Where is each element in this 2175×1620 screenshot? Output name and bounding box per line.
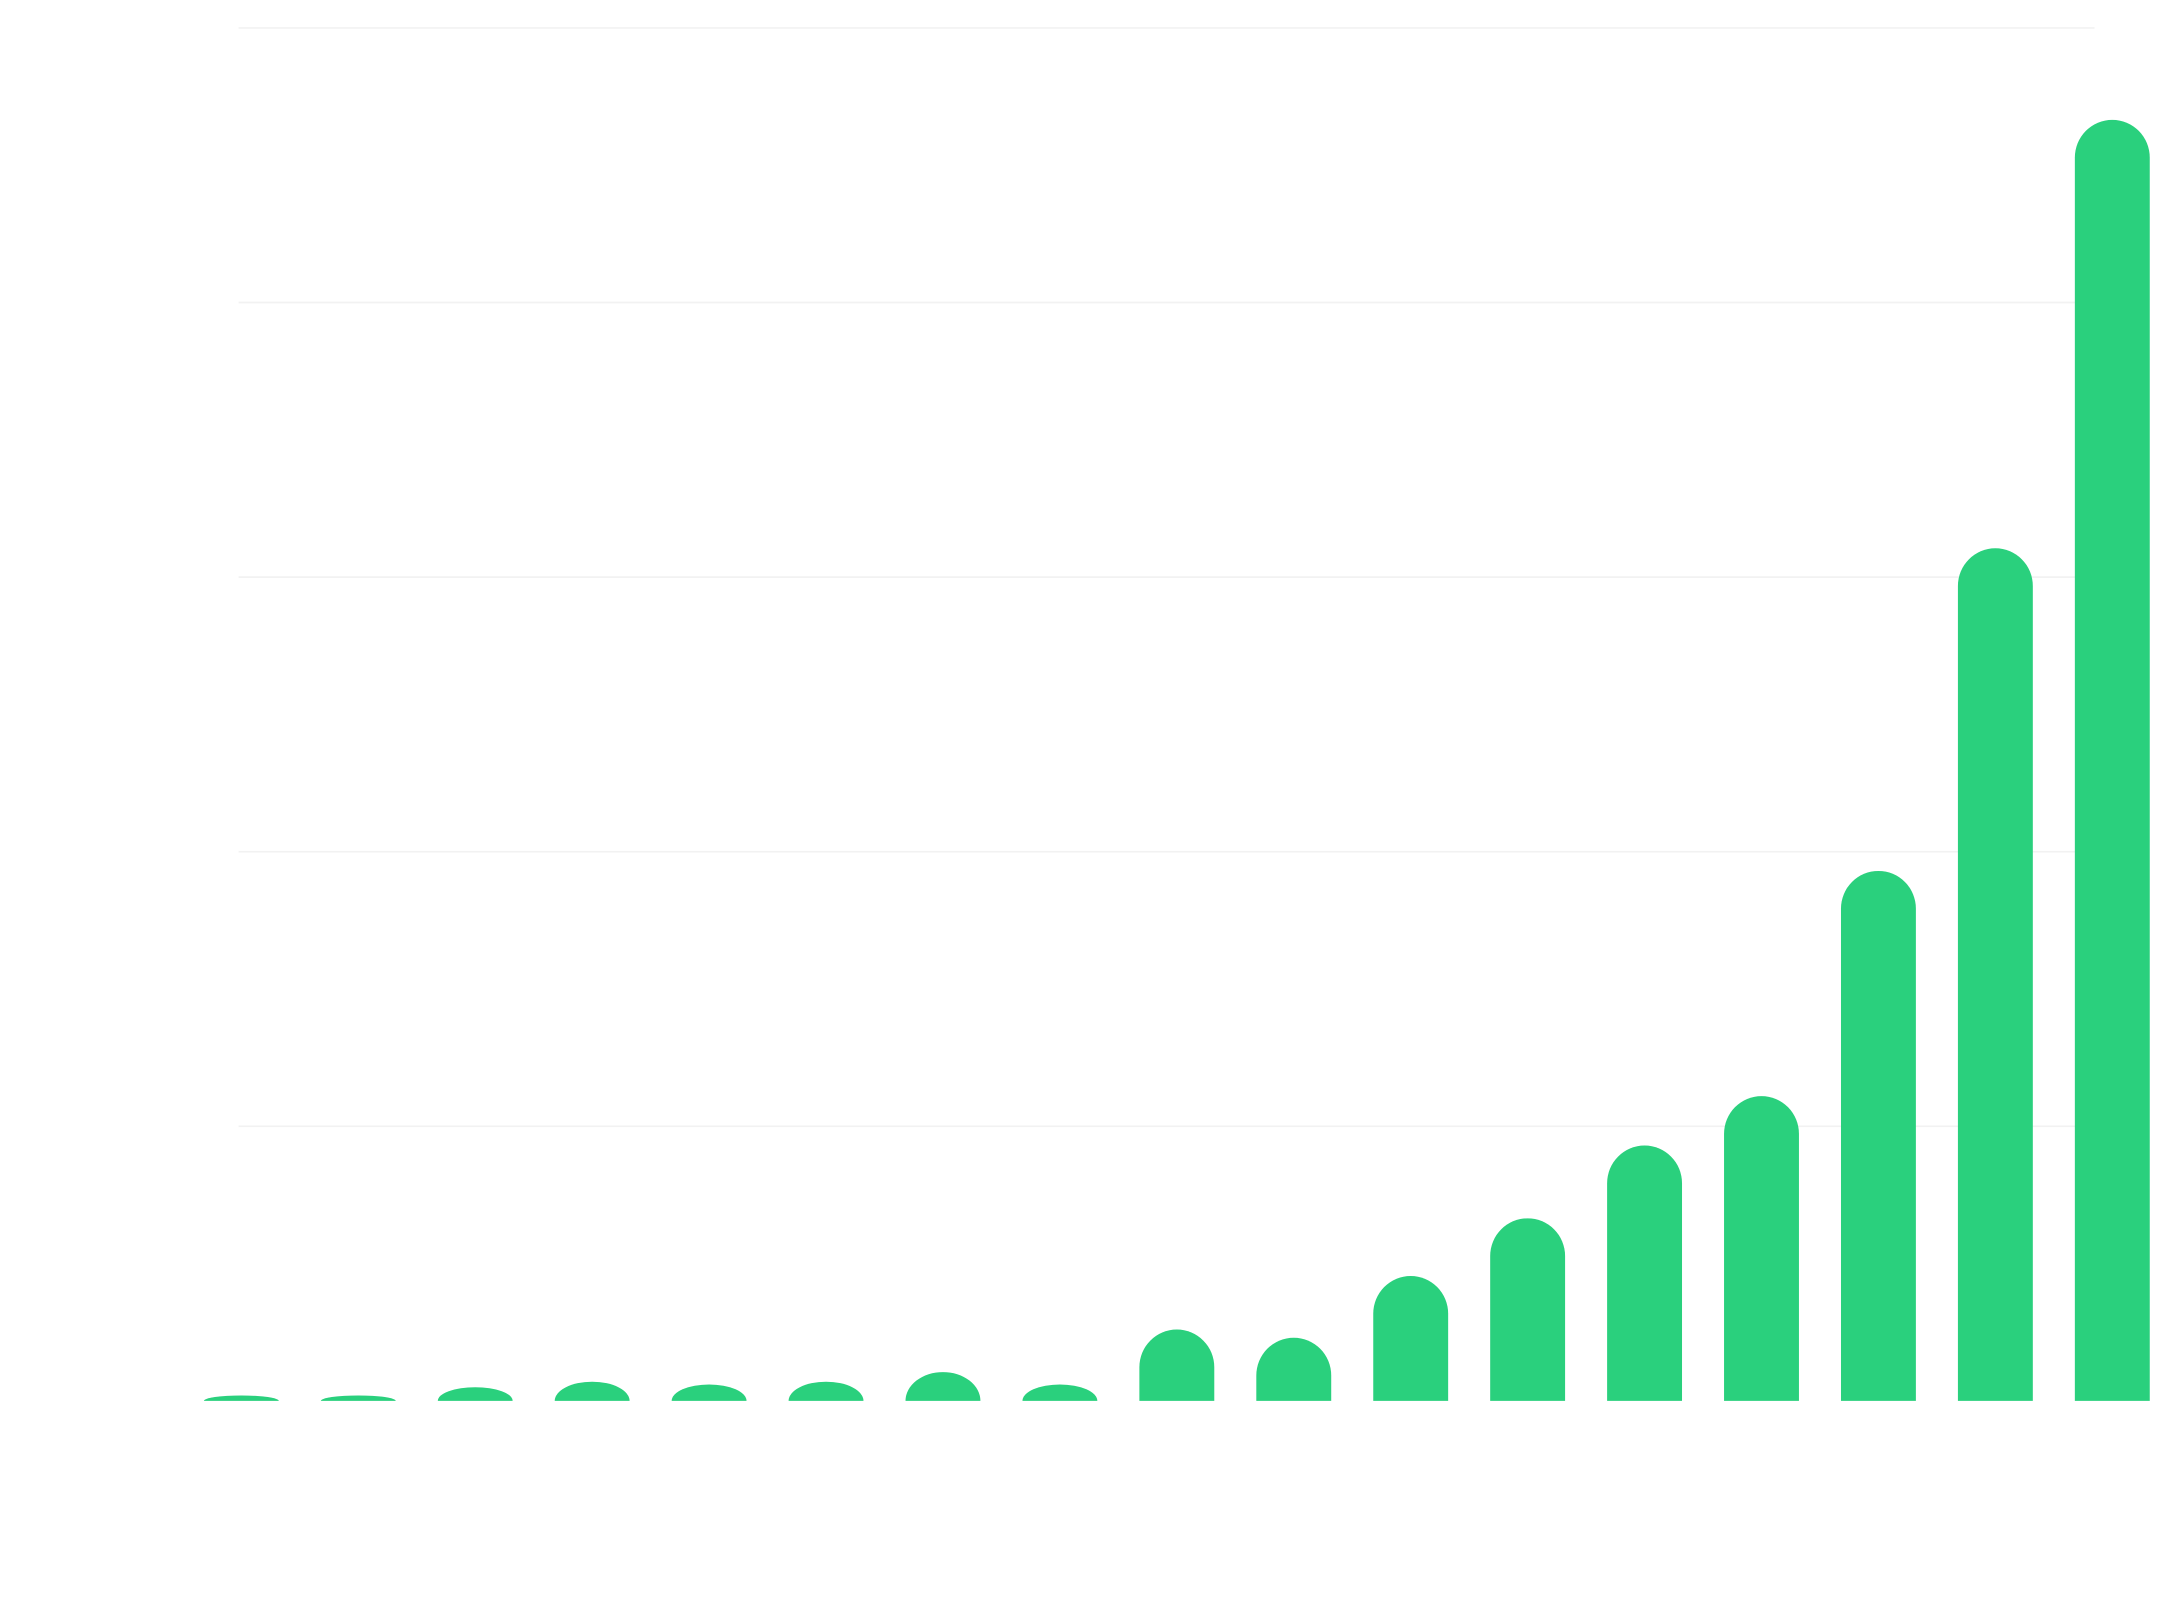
bar bbox=[1256, 1337, 1332, 1401]
bar bbox=[1607, 1145, 1683, 1401]
bar bbox=[320, 1395, 396, 1401]
bar bbox=[1490, 1218, 1566, 1401]
bar bbox=[1139, 1329, 1215, 1401]
bar bbox=[437, 1387, 513, 1401]
bar bbox=[1022, 1384, 1098, 1401]
bar bbox=[2074, 119, 2150, 1401]
bar bbox=[788, 1381, 864, 1401]
bar bbox=[554, 1381, 630, 1401]
bar bbox=[1840, 870, 1916, 1401]
bar bbox=[671, 1384, 747, 1401]
bar bbox=[1957, 548, 2033, 1401]
bar bbox=[1724, 1096, 1799, 1401]
bar bbox=[203, 1395, 279, 1401]
bar bbox=[905, 1372, 981, 1401]
bar bbox=[1373, 1275, 1449, 1401]
